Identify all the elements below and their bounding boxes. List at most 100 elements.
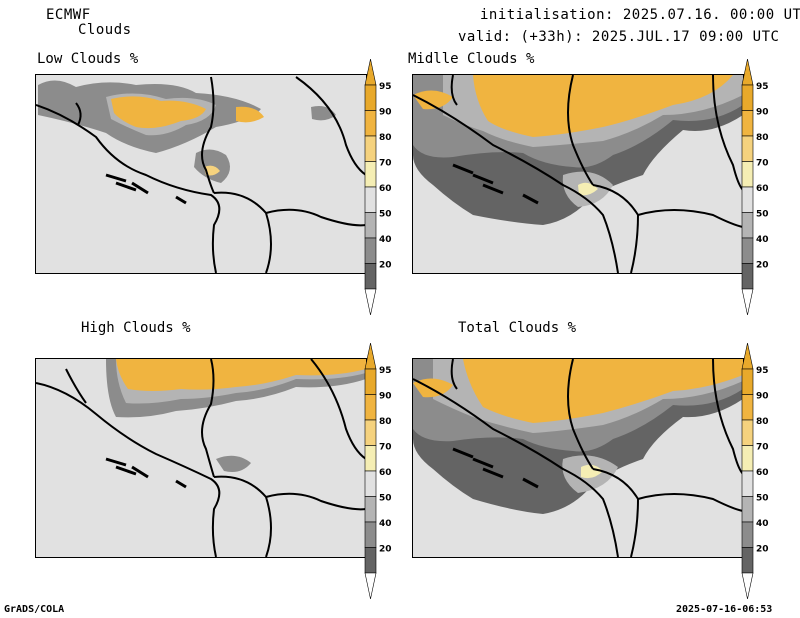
colorbar-label: 95 <box>756 82 769 92</box>
colorbar-arrow-top <box>364 58 377 86</box>
colorbar-label: 80 <box>756 417 769 427</box>
colorbar-label: 70 <box>379 159 392 169</box>
colorbar-box <box>741 445 754 472</box>
colorbar-label: 60 <box>379 184 392 194</box>
colorbar-label: 70 <box>379 443 392 453</box>
country-borders <box>36 359 366 557</box>
coastline-islands <box>452 447 539 489</box>
colorbar-label: 60 <box>756 468 769 478</box>
colorbar-box <box>741 212 754 239</box>
colorbar-label: 50 <box>756 210 769 220</box>
colorbar-label: 20 <box>756 545 769 555</box>
colorbar-label: 80 <box>379 133 392 143</box>
map-panel-total <box>412 358 744 558</box>
colorbar-label: 40 <box>379 519 392 529</box>
colorbar-box <box>364 419 377 446</box>
colorbar-box <box>364 110 377 137</box>
colorbar-arrow-top <box>741 58 754 86</box>
colorbar-label: 40 <box>379 235 392 245</box>
low-clouds-map <box>36 76 366 273</box>
colorbar-svg: 95 90 80 70 60 50 40 20 <box>364 58 392 316</box>
total-clouds-map <box>413 359 743 557</box>
colorbar-box <box>741 84 754 111</box>
colorbar-box <box>364 368 377 395</box>
colorbar-label: 40 <box>756 519 769 529</box>
colorbar-label: 80 <box>379 417 392 427</box>
colorbar-label: 90 <box>379 108 392 118</box>
colorbar-label: 20 <box>756 261 769 271</box>
colorbar-box <box>741 110 754 137</box>
colorbar-label: 50 <box>379 494 392 504</box>
colorbar-box <box>741 496 754 523</box>
colorbar-box <box>741 419 754 446</box>
colorbar-arrow-bottom <box>364 288 377 316</box>
colorbar-box <box>364 186 377 213</box>
field-name: Clouds <box>78 22 132 38</box>
cloud-fields <box>413 75 743 225</box>
colorbar-arrow-bottom <box>741 572 754 600</box>
colorbar-box <box>364 521 377 548</box>
colorbar-bottom-left: 95 90 80 70 60 50 40 20 <box>364 342 424 600</box>
colorbar-box <box>364 547 377 574</box>
map-panel-low <box>35 74 367 274</box>
colorbar-box <box>741 135 754 162</box>
colorbar-box <box>741 161 754 188</box>
colorbar-box <box>364 161 377 188</box>
panel-title-middle: Midlle Clouds % <box>408 51 535 67</box>
colorbar-box <box>741 263 754 290</box>
middle-clouds-map <box>413 75 743 273</box>
colorbar-label: 95 <box>379 82 392 92</box>
colorbar-label: 95 <box>756 366 769 376</box>
colorbar-label: 60 <box>379 468 392 478</box>
panel-title-low: Low Clouds % <box>37 51 139 67</box>
colorbar-label: 90 <box>379 392 392 402</box>
footer-software: GrADS/COLA <box>4 604 65 615</box>
colorbar-box <box>364 263 377 290</box>
colorbar-label: 50 <box>379 210 392 220</box>
colorbar-box <box>741 368 754 395</box>
panel-title-total: Total Clouds % <box>458 320 577 336</box>
cloud-fields <box>38 80 336 183</box>
cloud-fields <box>106 359 366 472</box>
colorbar-label: 70 <box>756 443 769 453</box>
colorbar-svg: 95 90 80 70 60 50 40 20 <box>741 58 769 316</box>
colorbar-svg: 95 90 80 70 60 50 40 20 <box>364 342 392 600</box>
colorbar-label: 90 <box>756 392 769 402</box>
colorbar-box <box>741 470 754 497</box>
colorbar-box <box>364 135 377 162</box>
colorbar-label: 70 <box>756 159 769 169</box>
valid-time: valid: (+33h): 2025.JUL.17 09:00 UTC <box>458 29 780 45</box>
colorbar-box <box>741 394 754 421</box>
colorbar-box <box>741 547 754 574</box>
coastline-islands <box>105 173 187 205</box>
colorbar-bottom-right: 95 90 80 70 60 50 40 20 <box>741 342 800 600</box>
map-panel-high <box>35 358 367 558</box>
colorbar-box <box>364 394 377 421</box>
colorbar-label: 20 <box>379 545 392 555</box>
colorbar-arrow-bottom <box>364 572 377 600</box>
colorbar-label: 60 <box>756 184 769 194</box>
colorbar-label: 50 <box>756 494 769 504</box>
colorbar-box <box>364 470 377 497</box>
cloud-fields <box>413 359 743 514</box>
coastline-islands <box>452 163 539 205</box>
colorbar-arrow-bottom <box>741 288 754 316</box>
country-borders <box>413 75 743 273</box>
panel-title-high: High Clouds % <box>81 320 191 336</box>
model-name: ECMWF <box>46 7 91 23</box>
country-borders <box>36 76 366 273</box>
initialisation-time: initialisation: 2025.07.16. 00:00 UTC <box>480 7 800 23</box>
colorbar-top-right: 95 90 80 70 60 50 40 20 <box>741 58 800 316</box>
colorbar-label: 40 <box>756 235 769 245</box>
colorbar-box <box>364 212 377 239</box>
colorbar-svg: 95 90 80 70 60 50 40 20 <box>741 342 769 600</box>
colorbar-label: 20 <box>379 261 392 271</box>
coastline-islands <box>105 457 187 489</box>
colorbar-box <box>741 521 754 548</box>
map-panel-middle <box>412 74 744 274</box>
colorbar-box <box>741 186 754 213</box>
colorbar-label: 90 <box>756 108 769 118</box>
high-clouds-map <box>36 359 366 557</box>
colorbar-arrow-top <box>741 342 754 370</box>
colorbar-arrow-top <box>364 342 377 370</box>
